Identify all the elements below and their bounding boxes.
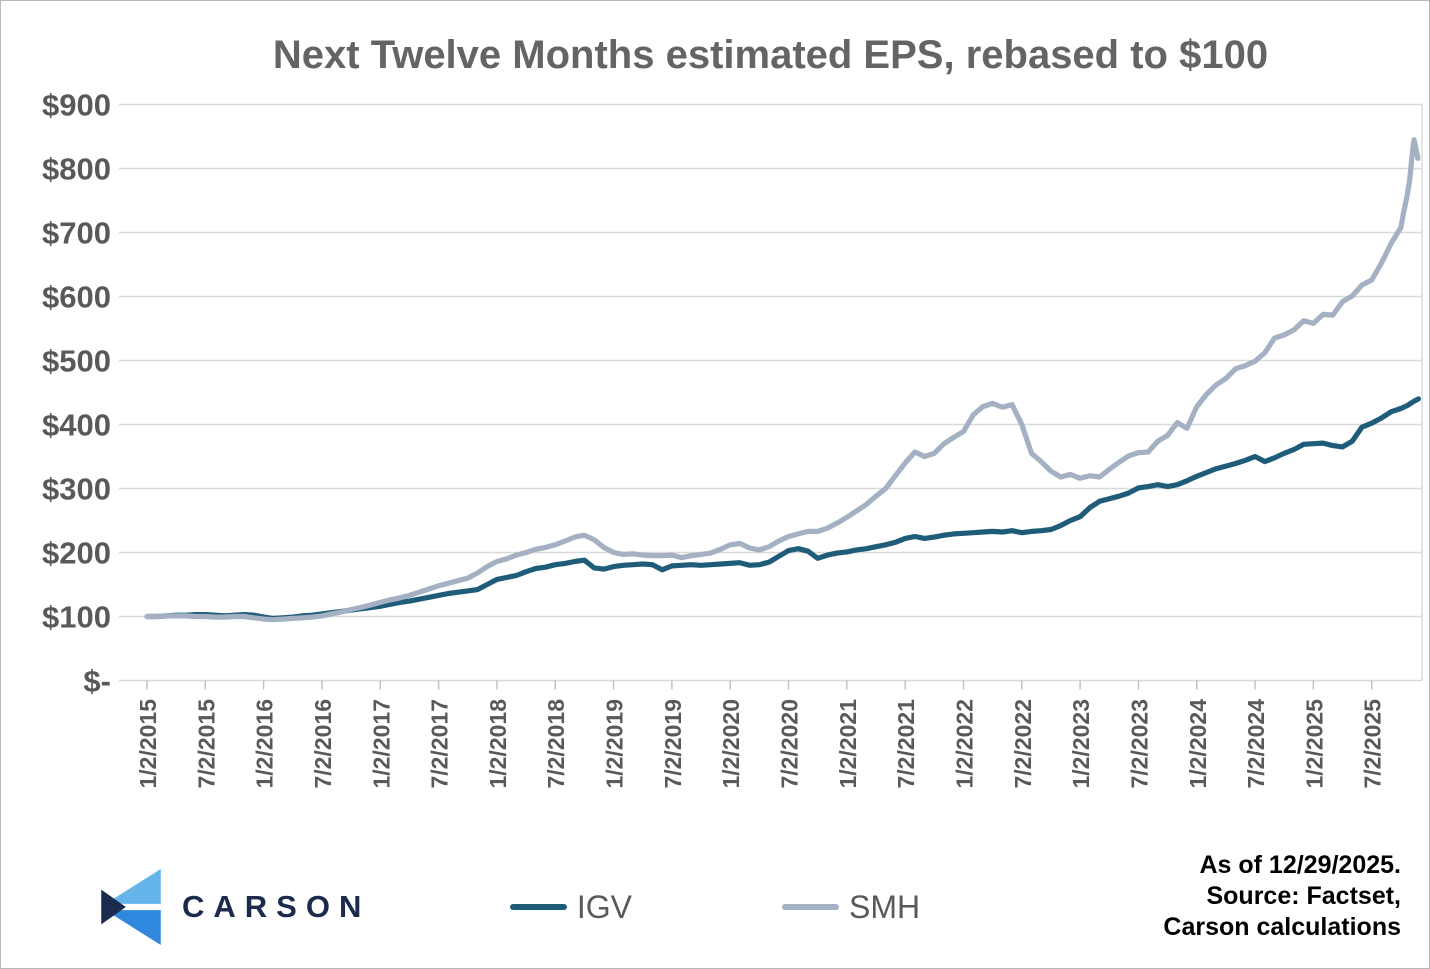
legend-item-igv: IGV [509,888,632,926]
x-axis-label: 1/2/2023 [1068,699,1094,789]
y-axis-label: $300 [42,472,111,507]
legend-item-smh: SMH [782,889,920,926]
source-line: Source: Factset, [1206,882,1401,910]
x-axis-label: 7/2/2025 [1360,699,1386,789]
x-axis-label: 7/2/2024 [1243,699,1269,789]
y-axis-label: $500 [42,344,111,379]
legend-label-smh: SMH [849,888,921,925]
x-axis-label: 7/2/2017 [427,699,453,789]
x-axis-label: 7/2/2023 [1126,699,1152,789]
x-axis-label: 7/2/2020 [777,699,803,789]
carson-chevron-icon [101,869,161,945]
smh-line-swatch [782,904,839,910]
source-note: As of 12/29/2025. Source: Factset, Carso… [1163,850,1401,943]
x-axis-label: 1/2/2018 [485,699,511,789]
x-axis-label: 1/2/2020 [718,699,744,789]
igv-line-swatch [509,904,567,910]
y-axis-label: $200 [42,536,111,571]
x-axis-label: 1/2/2021 [835,699,861,789]
x-axis-label: 7/2/2015 [193,699,219,789]
y-axis-label: $700 [42,216,111,251]
logo-triangle-blue [105,910,161,945]
logo-triangle-navy [101,889,126,925]
y-axis-label: $100 [42,600,111,635]
y-axis-label: $900 [42,88,111,123]
x-axis-label: 7/2/2016 [310,699,336,789]
x-axis-label: 1/2/2025 [1301,699,1327,789]
x-axis-label: 1/2/2024 [1185,699,1211,789]
y-axis-label: $800 [42,152,111,187]
x-axis-label: 1/2/2022 [951,699,977,789]
legend-label-igv: IGV [576,888,632,925]
y-axis-label: $400 [42,408,111,443]
x-axis-label: 1/2/2015 [135,699,161,789]
page-title: Next Twelve Months estimated EPS, rebase… [272,33,1269,77]
y-axis-label: $- [83,664,111,699]
x-axis-label: 7/2/2022 [1010,699,1036,789]
as-of-date: As of 12/29/2025. [1199,851,1401,879]
chart-legend: IGV SMH [1,879,1429,935]
logo-triangle-light [105,869,161,904]
series-line-igv [144,396,1422,622]
logo-wordmark: CARSON [182,889,371,924]
x-axis-label: 1/2/2017 [368,699,394,789]
x-axis-label: 7/2/2021 [893,699,919,789]
x-axis-label: 7/2/2019 [660,699,686,789]
x-axis-label: 1/2/2016 [252,699,278,789]
source-line-2: Carson calculations [1163,913,1401,941]
carson-logo: CARSON [98,865,370,949]
x-axis-label: 1/2/2019 [602,699,628,789]
x-axis-label: 7/2/2018 [543,699,569,789]
series-line-smh [144,137,1421,623]
y-axis-label: $600 [42,280,111,315]
